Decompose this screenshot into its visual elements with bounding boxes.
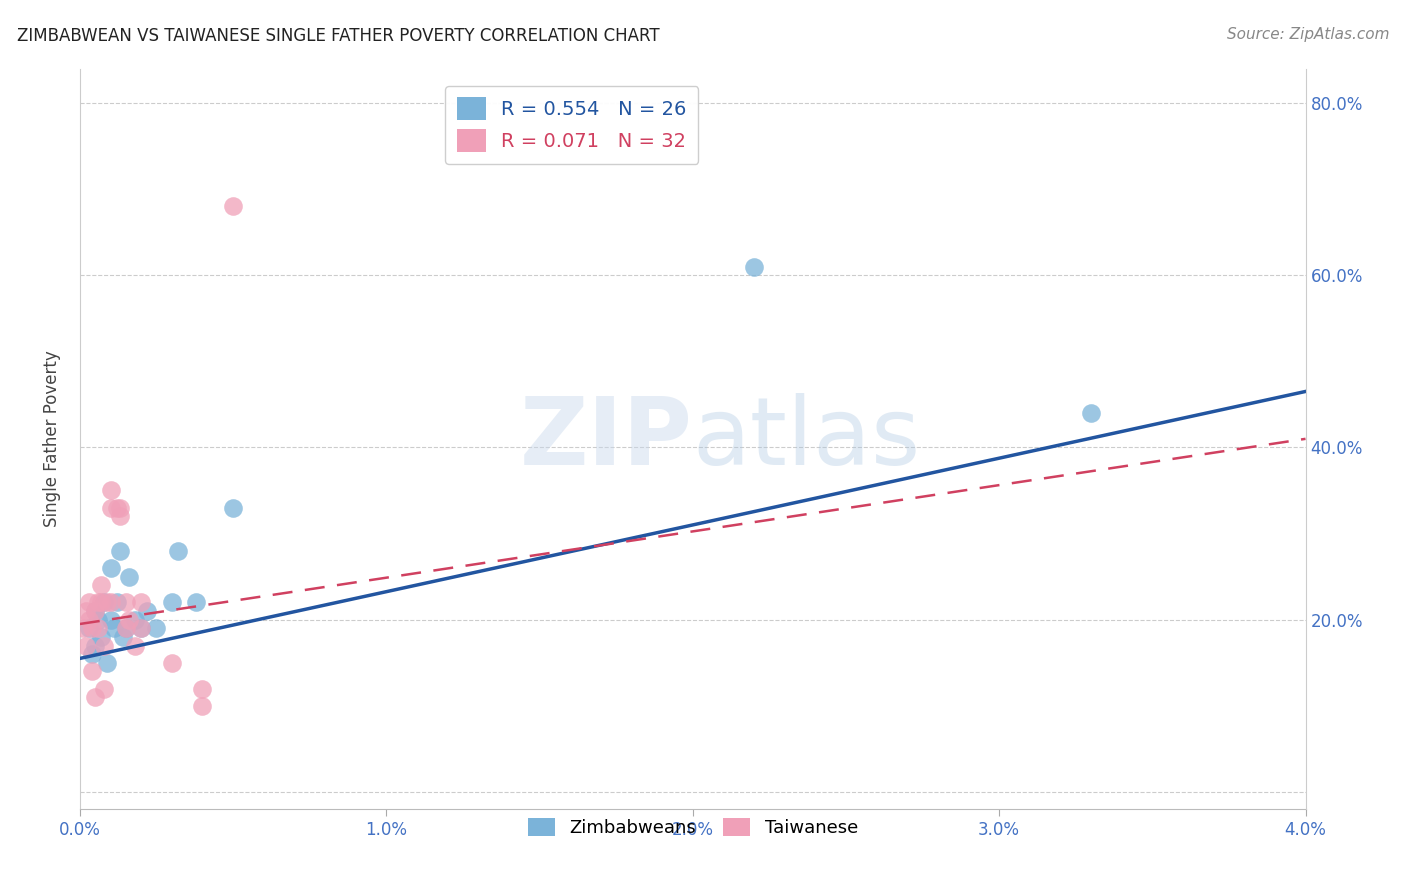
Point <box>108 500 131 515</box>
Point <box>191 681 214 696</box>
Point <box>77 613 100 627</box>
Point <box>114 621 136 635</box>
Point <box>96 656 118 670</box>
Point <box>105 595 128 609</box>
Point <box>87 595 110 609</box>
Point <box>87 621 110 635</box>
Point <box>118 613 141 627</box>
Point <box>191 698 214 713</box>
Point <box>96 595 118 609</box>
Point <box>82 665 104 679</box>
Point <box>129 621 152 635</box>
Y-axis label: Single Father Poverty: Single Father Poverty <box>44 351 60 527</box>
Point <box>111 630 134 644</box>
Point <box>75 639 97 653</box>
Point <box>93 681 115 696</box>
Point <box>84 604 107 618</box>
Point <box>103 621 125 635</box>
Point <box>100 500 122 515</box>
Point <box>87 613 110 627</box>
Point <box>129 621 152 635</box>
Legend: Zimbabweans, Taiwanese: Zimbabweans, Taiwanese <box>520 811 865 845</box>
Text: ZIMBABWEAN VS TAIWANESE SINGLE FATHER POVERTY CORRELATION CHART: ZIMBABWEAN VS TAIWANESE SINGLE FATHER PO… <box>17 27 659 45</box>
Point <box>114 595 136 609</box>
Point <box>108 509 131 524</box>
Point <box>186 595 208 609</box>
Point <box>167 543 190 558</box>
Point <box>84 639 107 653</box>
Point <box>90 630 112 644</box>
Point <box>82 621 104 635</box>
Point <box>145 621 167 635</box>
Point <box>84 604 107 618</box>
Point <box>82 647 104 661</box>
Point <box>100 613 122 627</box>
Point <box>77 621 100 635</box>
Point <box>160 595 183 609</box>
Point <box>72 621 94 635</box>
Point <box>75 604 97 618</box>
Text: Source: ZipAtlas.com: Source: ZipAtlas.com <box>1226 27 1389 42</box>
Point <box>84 690 107 705</box>
Point <box>129 595 152 609</box>
Point <box>222 199 245 213</box>
Point <box>160 656 183 670</box>
Point <box>93 639 115 653</box>
Point <box>100 595 122 609</box>
Point <box>90 578 112 592</box>
Point <box>118 569 141 583</box>
Point <box>114 621 136 635</box>
Point <box>100 561 122 575</box>
Point <box>136 604 159 618</box>
Point <box>100 483 122 498</box>
Point <box>1080 406 1102 420</box>
Point <box>108 543 131 558</box>
Point <box>222 500 245 515</box>
Point <box>90 595 112 609</box>
Text: atlas: atlas <box>693 392 921 485</box>
Point <box>93 595 115 609</box>
Point <box>742 260 765 274</box>
Point <box>77 595 100 609</box>
Text: ZIP: ZIP <box>520 392 693 485</box>
Point <box>124 613 146 627</box>
Point <box>124 639 146 653</box>
Point <box>105 500 128 515</box>
